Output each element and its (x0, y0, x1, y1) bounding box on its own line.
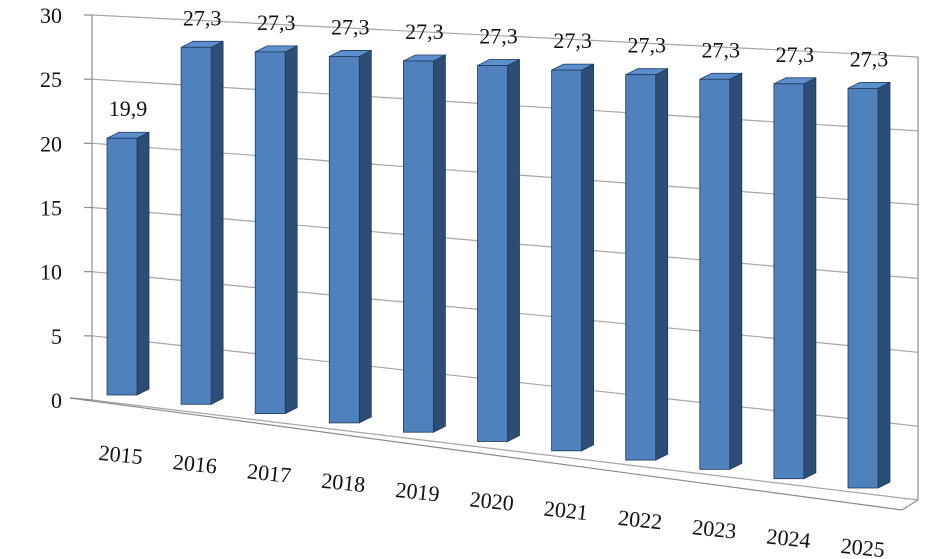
bar-2015 (106, 131, 150, 396)
bar-side-face (877, 81, 891, 489)
bar-front-face (551, 69, 582, 452)
bar-side-face (210, 40, 224, 405)
y-tick-label: 20 (40, 131, 62, 156)
x-tick-label: 2025 (840, 533, 886, 559)
bar-front-face (402, 60, 434, 433)
x-tick-label: 2022 (617, 505, 663, 534)
bar-front-face (847, 87, 879, 489)
bars (106, 40, 891, 489)
bar-2024 (773, 77, 817, 480)
bar-side-face (358, 49, 372, 424)
bar-front-face (328, 56, 360, 424)
data-label: 27,3 (183, 5, 222, 30)
bar-side-face (803, 77, 817, 480)
data-label: 27,3 (331, 14, 370, 39)
y-tick-label: 30 (40, 3, 62, 28)
data-labels: 19,9 27,3 27,3 27,3 27,3 27,3 27,3 27,3 27,3 27,3… (109, 5, 889, 121)
bar-2022 (625, 68, 669, 461)
gridline-30 (91, 14, 919, 58)
bar-front-face (106, 137, 138, 396)
y-tick-label: 15 (40, 196, 62, 221)
x-tick-label: 2021 (543, 496, 589, 525)
bar-side-face (432, 54, 446, 433)
bar-side-face (581, 63, 594, 452)
x-tick-label: 2018 (320, 468, 366, 497)
y-tick-label: 0 (51, 388, 62, 413)
data-label: 19,9 (109, 96, 148, 121)
bar-2025 (847, 81, 891, 489)
x-tick-label: 2016 (172, 449, 218, 478)
x-tick-label: 2017 (246, 458, 292, 487)
x-tick-label: 2019 (394, 477, 440, 506)
x-axis-line (69, 397, 903, 511)
bar-front-face (254, 51, 286, 414)
x-tick-label: 2015 (98, 440, 144, 469)
x-tick-label: 2024 (765, 524, 811, 553)
bar-front-face (477, 65, 508, 442)
bar-front-face (773, 83, 805, 480)
y-tick-label: 10 (40, 260, 62, 285)
bar-2019 (402, 54, 446, 433)
floor-right-edge (901, 499, 919, 511)
y-tick-label: 25 (40, 67, 62, 92)
bar-side-face (284, 45, 298, 415)
x-tick-label: 2020 (469, 486, 515, 515)
data-label: 27,3 (257, 10, 296, 35)
data-label: 27,3 (702, 37, 741, 62)
data-label: 27,3 (479, 24, 518, 49)
data-label: 27,3 (553, 28, 592, 53)
bar-2017 (254, 45, 298, 415)
bar-side-face (136, 131, 150, 396)
bar-side-face (507, 58, 520, 443)
x-tick-label: 2023 (691, 514, 737, 543)
bar-2016 (180, 40, 224, 405)
bar-2018 (328, 49, 372, 424)
data-label: 27,3 (405, 19, 444, 44)
data-label: 27,3 (627, 33, 666, 58)
gridline-0 (91, 399, 919, 501)
y-tick-label: 5 (51, 324, 62, 349)
bar-2023 (699, 72, 743, 471)
bar-side-face (729, 72, 743, 471)
bar-front-face (180, 46, 212, 405)
bar-side-face (655, 68, 669, 461)
data-label: 27,3 (776, 42, 815, 67)
bar-2020 (477, 58, 520, 443)
data-label: 27,3 (850, 46, 889, 71)
bar-front-face (699, 78, 731, 470)
bar-2021 (551, 63, 594, 452)
bar-front-face (625, 74, 657, 461)
